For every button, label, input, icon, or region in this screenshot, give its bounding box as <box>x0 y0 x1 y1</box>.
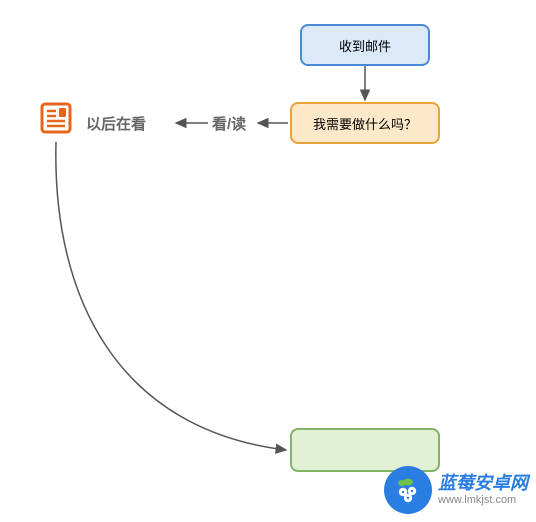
edge-label-read: 看/读 <box>212 113 246 134</box>
newspaper-icon <box>38 100 74 136</box>
node-receive-label: 收到邮件 <box>339 36 391 55</box>
node-decision-label: 我需要做什么吗？ <box>313 114 417 133</box>
node-receive-mail: 收到邮件 <box>300 24 430 66</box>
watermark-url: www.lmkjst.com <box>438 494 528 507</box>
flowchart-edges <box>0 0 536 522</box>
watermark: 蓝莓安卓网 www.lmkjst.com <box>384 466 528 514</box>
node-read-later: 以后在看 <box>86 113 146 134</box>
watermark-icon <box>384 466 432 514</box>
watermark-title: 蓝莓安卓网 <box>438 473 528 495</box>
edge-icon-to-bottom <box>56 142 286 450</box>
node-decision: 我需要做什么吗？ <box>290 102 440 144</box>
